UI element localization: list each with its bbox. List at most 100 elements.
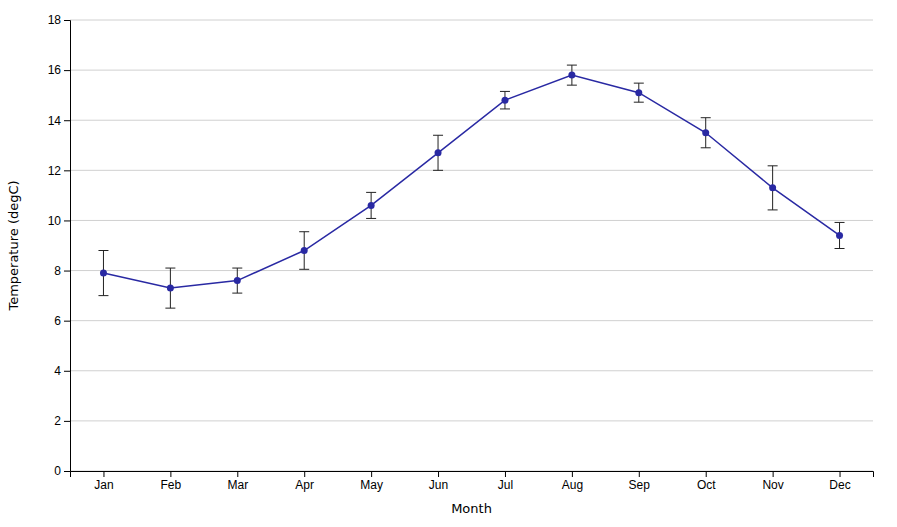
tick: Jul [498, 471, 513, 492]
tick: Jan [94, 471, 113, 492]
tick-label: Jan [94, 478, 113, 492]
tick-mark [64, 471, 70, 472]
tick: Jun [429, 471, 448, 492]
tick: 10 [48, 214, 70, 228]
error-bar [299, 232, 309, 270]
tick-mark [64, 421, 70, 422]
tick-label: Aug [562, 478, 583, 492]
marker [635, 89, 642, 96]
tick: 0 [54, 464, 70, 478]
tick-mark [773, 471, 774, 477]
error-bar [768, 166, 778, 210]
tick-mark [572, 471, 573, 477]
tick-label: 2 [54, 414, 61, 428]
grid-line [70, 220, 873, 221]
grid-line [70, 420, 873, 421]
error-bar [98, 251, 108, 296]
marker [836, 232, 843, 239]
y-axis-title: Temperature (degC) [6, 180, 21, 311]
tick-label: Jul [498, 478, 513, 492]
tick: Mar [227, 471, 248, 492]
tick-label: Dec [829, 478, 850, 492]
tick-mark [103, 471, 104, 477]
grid-line [70, 370, 873, 371]
tick-mark [706, 471, 707, 477]
marker [100, 270, 107, 277]
y-axis: 0 2 4 6 8 10 12 14 16 18 [48, 13, 71, 478]
tick-label: 4 [54, 364, 61, 378]
tick-mark [64, 271, 70, 272]
tick-label: Mar [227, 478, 248, 492]
grid [70, 20, 873, 471]
plot: Jan Feb Mar Apr May Jun Jul Aug Sep Oct Nov Dec 0 2 4 6… [48, 13, 874, 491]
tick-label: Sep [629, 478, 651, 492]
error-bar [500, 91, 510, 109]
marker [702, 129, 709, 136]
tick: Nov [762, 471, 783, 492]
tick: 16 [48, 63, 70, 77]
tick-mark [64, 371, 70, 372]
marker [167, 285, 174, 292]
tick-mark [64, 20, 70, 21]
tick-label: 12 [48, 164, 62, 178]
axis-line [71, 472, 874, 478]
tick: 14 [48, 114, 70, 128]
marks [98, 65, 844, 308]
tick: 6 [54, 314, 70, 328]
x-axis-title: Month [451, 501, 492, 516]
error-bar [835, 222, 845, 248]
error-bar [366, 192, 376, 218]
tick-mark [639, 471, 640, 477]
tick: Dec [829, 471, 850, 492]
tick: Apr [295, 471, 314, 492]
tick-label: Nov [762, 478, 783, 492]
tick-label: Oct [697, 478, 716, 492]
tick-mark [64, 120, 70, 121]
tick: 4 [54, 364, 70, 378]
grid-line [70, 270, 873, 271]
tick-mark [237, 471, 238, 477]
tick-mark [438, 471, 439, 477]
tick: 8 [54, 264, 70, 278]
tick: 18 [48, 13, 70, 27]
line [103, 75, 839, 288]
error-bar [232, 268, 242, 293]
tick-label: May [360, 478, 383, 492]
grid-line [70, 70, 873, 71]
tick-mark [64, 170, 70, 171]
tick: Feb [161, 471, 182, 492]
tick-label: 8 [54, 264, 61, 278]
tick-mark [304, 471, 305, 477]
error-bar [433, 135, 443, 170]
tick-label: Feb [161, 478, 182, 492]
marker [234, 277, 241, 284]
error-bar [634, 83, 644, 102]
marker [769, 184, 776, 191]
x-axis: Jan Feb Mar Apr May Jun Jul Aug Sep Oct Nov Dec [71, 471, 874, 492]
grid-line [70, 20, 873, 21]
tick-mark [64, 220, 70, 221]
tick-label: 18 [48, 13, 62, 27]
tick-mark [64, 321, 70, 322]
tick-mark [505, 471, 506, 477]
marker [435, 149, 442, 156]
tick-mark [64, 70, 70, 71]
axis-line [64, 21, 71, 472]
error-bar [165, 268, 175, 308]
tick: 2 [54, 414, 70, 428]
tick: Aug [562, 471, 583, 492]
marker [501, 97, 508, 104]
tick-label: Jun [429, 478, 448, 492]
tick: Oct [697, 471, 716, 492]
tick-label: 0 [54, 464, 61, 478]
marker [568, 72, 575, 79]
marker [301, 247, 308, 254]
tick-label: Apr [295, 478, 314, 492]
tick-mark [170, 471, 171, 477]
tick-label: 14 [48, 114, 62, 128]
tick-label: 10 [48, 214, 62, 228]
tick-mark [840, 471, 841, 477]
tick-mark [371, 471, 372, 477]
chart: Jan Feb Mar Apr May Jun Jul Aug Sep Oct Nov Dec 0 2 4 6… [0, 0, 897, 527]
error-bar [701, 118, 711, 148]
